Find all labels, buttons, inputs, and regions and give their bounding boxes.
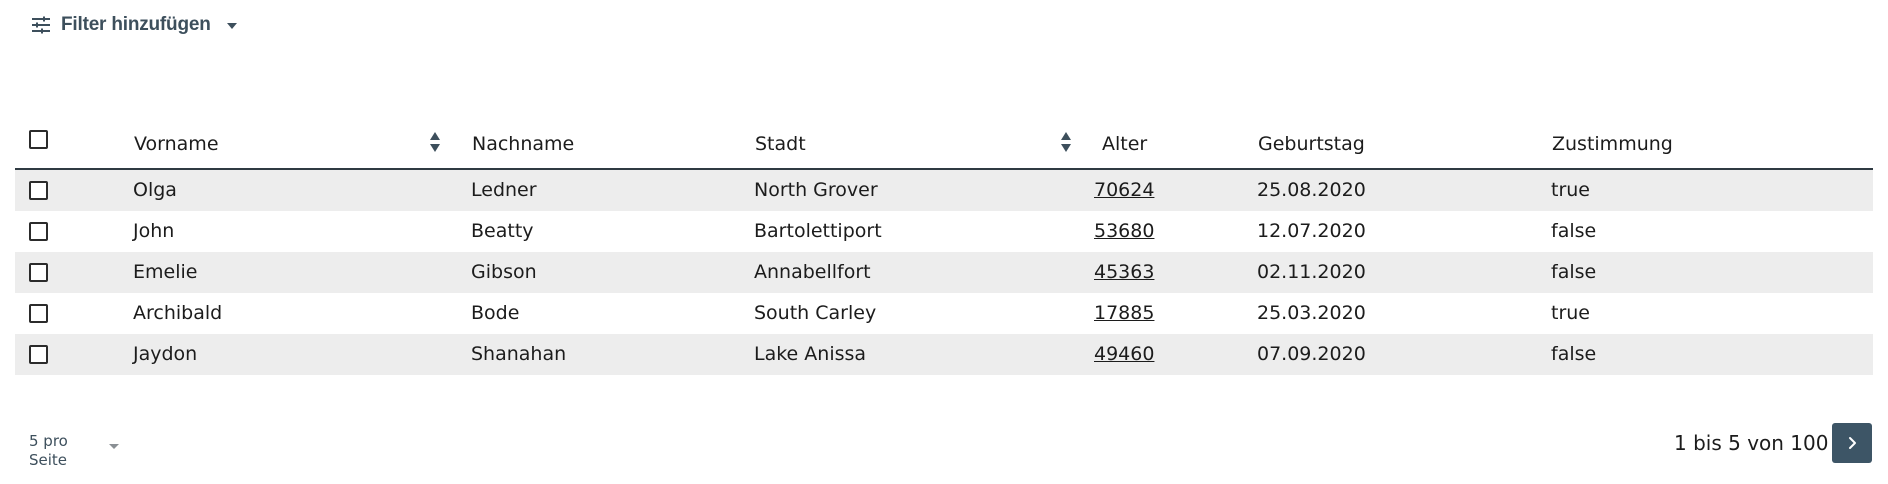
cell-zustimmung: false bbox=[1551, 261, 1597, 283]
caret-down-icon bbox=[109, 444, 119, 449]
alter-link[interactable]: 53680 bbox=[1094, 220, 1155, 242]
row-checkbox[interactable] bbox=[29, 263, 48, 282]
cell-nachname: Ledner bbox=[471, 179, 537, 201]
cell-alter: 70624 bbox=[1094, 170, 1154, 211]
cell-vorname: Olga bbox=[133, 179, 177, 201]
row-checkbox[interactable] bbox=[29, 181, 48, 200]
cell-nachname: Gibson bbox=[471, 261, 537, 283]
chevron-right-icon bbox=[1849, 437, 1856, 449]
data-table: Vorname Nachname Stadt Alter Geburtstag … bbox=[15, 118, 1873, 375]
row-checkbox[interactable] bbox=[29, 222, 48, 241]
cell-geburtstag: 25.03.2020 bbox=[1257, 302, 1366, 324]
rows-per-page-value: 5 pro Seite bbox=[29, 432, 68, 469]
sort-icon[interactable] bbox=[1060, 131, 1072, 153]
column-header-alter[interactable]: Alter bbox=[1102, 133, 1148, 155]
cell-vorname: Archibald bbox=[133, 302, 223, 324]
cell-nachname: Beatty bbox=[471, 220, 534, 242]
column-header-nachname[interactable]: Nachname bbox=[472, 133, 575, 155]
column-header-stadt[interactable]: Stadt bbox=[755, 133, 806, 155]
next-page-button[interactable] bbox=[1832, 423, 1872, 463]
column-header-zustimmung[interactable]: Zustimmung bbox=[1552, 133, 1673, 155]
table-row: Emelie Gibson Annabellfort 45363 02.11.2… bbox=[15, 252, 1873, 293]
table-row: Jaydon Shanahan Lake Anissa 49460 07.09.… bbox=[15, 334, 1873, 375]
column-header-geburtstag[interactable]: Geburtstag bbox=[1258, 133, 1365, 155]
cell-stadt: North Grover bbox=[754, 179, 878, 201]
rows-per-page-select[interactable]: 5 pro Seite bbox=[29, 432, 124, 470]
alter-link[interactable]: 49460 bbox=[1094, 343, 1155, 365]
cell-alter: 53680 bbox=[1094, 211, 1154, 252]
cell-alter: 45363 bbox=[1094, 252, 1154, 293]
sort-icon[interactable] bbox=[429, 131, 441, 153]
table-header: Vorname Nachname Stadt Alter Geburtstag … bbox=[15, 118, 1873, 170]
add-filter-label: Filter hinzufügen bbox=[61, 14, 211, 35]
cell-zustimmung: true bbox=[1551, 179, 1590, 201]
cell-stadt: Lake Anissa bbox=[754, 343, 867, 365]
cell-zustimmung: false bbox=[1551, 343, 1597, 365]
cell-stadt: South Carley bbox=[754, 302, 877, 324]
table-row: Olga Ledner North Grover 70624 25.08.202… bbox=[15, 170, 1873, 211]
cell-nachname: Shanahan bbox=[471, 343, 567, 365]
alter-link[interactable]: 70624 bbox=[1094, 179, 1155, 201]
alter-link[interactable]: 17885 bbox=[1094, 302, 1155, 324]
row-checkbox[interactable] bbox=[29, 345, 48, 364]
cell-vorname: John bbox=[133, 220, 175, 242]
table-row: John Beatty Bartolettiport 53680 12.07.2… bbox=[15, 211, 1873, 252]
table-row: Archibald Bode South Carley 17885 25.03.… bbox=[15, 293, 1873, 334]
cell-vorname: Emelie bbox=[133, 261, 198, 283]
cell-vorname: Jaydon bbox=[133, 343, 198, 365]
cell-zustimmung: false bbox=[1551, 220, 1597, 242]
cell-geburtstag: 12.07.2020 bbox=[1257, 220, 1366, 242]
cell-alter: 49460 bbox=[1094, 334, 1154, 375]
caret-down-icon bbox=[226, 23, 237, 29]
add-filter-button[interactable]: Filter hinzufügen bbox=[31, 10, 237, 40]
cell-stadt: Bartolettiport bbox=[754, 220, 882, 242]
column-header-vorname[interactable]: Vorname bbox=[134, 133, 219, 155]
sliders-icon bbox=[32, 16, 50, 34]
row-checkbox[interactable] bbox=[29, 304, 48, 323]
cell-geburtstag: 07.09.2020 bbox=[1257, 343, 1366, 365]
select-all-checkbox[interactable] bbox=[29, 130, 48, 149]
cell-stadt: Annabellfort bbox=[754, 261, 871, 283]
cell-alter: 17885 bbox=[1094, 293, 1154, 334]
alter-link[interactable]: 45363 bbox=[1094, 261, 1155, 283]
cell-nachname: Bode bbox=[471, 302, 520, 324]
cell-zustimmung: true bbox=[1551, 302, 1590, 324]
pagination-range: 1 bis 5 von 100 bbox=[1674, 431, 1829, 455]
cell-geburtstag: 25.08.2020 bbox=[1257, 179, 1366, 201]
cell-geburtstag: 02.11.2020 bbox=[1257, 261, 1366, 283]
